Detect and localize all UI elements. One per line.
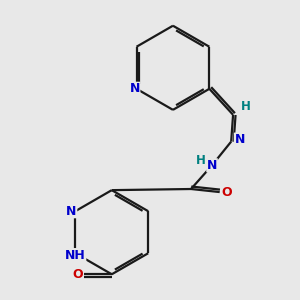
Text: O: O — [72, 268, 83, 281]
Text: NH: NH — [65, 249, 86, 262]
Text: N: N — [234, 133, 245, 146]
Text: N: N — [207, 159, 217, 172]
Text: N: N — [66, 205, 77, 218]
Text: H: H — [196, 154, 206, 167]
Text: N: N — [129, 82, 140, 95]
Text: O: O — [221, 186, 232, 199]
Text: H: H — [240, 100, 250, 113]
